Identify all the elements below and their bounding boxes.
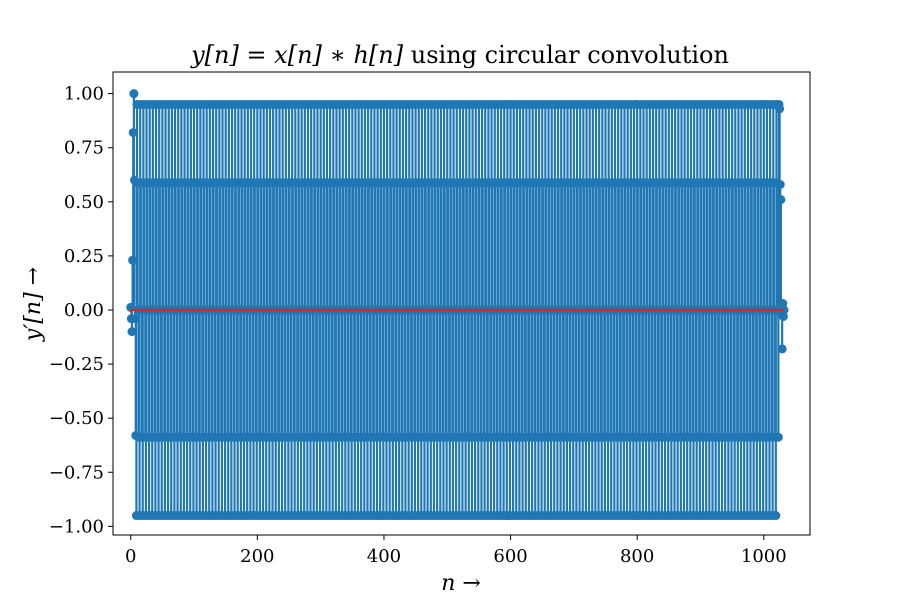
y-tick-label: 0.50	[64, 192, 104, 213]
x-tick-label: 800	[620, 546, 654, 567]
y-tick-label: −0.50	[49, 408, 104, 429]
y-axis-label: y′[n] →	[21, 267, 46, 342]
plot-frame	[112, 71, 811, 536]
stem-marker	[127, 327, 137, 337]
chart-title-math: y[n] = x[n] ∗ h[n]	[190, 41, 404, 69]
y-tick-label: −0.75	[49, 462, 104, 483]
stem-marker	[776, 195, 786, 205]
stems-layer	[129, 93, 785, 516]
x-axis-label: n →	[441, 571, 481, 596]
x-tick-label: 200	[240, 546, 274, 567]
x-tick-label: 400	[367, 546, 401, 567]
chart-title: y[n] = x[n] ∗ h[n] using circular convol…	[190, 41, 729, 69]
x-axis-ticks: 0 200 400 600 800 1000	[125, 535, 787, 567]
stem-marker	[129, 89, 139, 99]
stem-marker	[771, 511, 781, 521]
stem-marker	[128, 255, 138, 265]
x-tick-label: 0	[125, 546, 136, 567]
markers-layer	[126, 89, 789, 521]
stem-marker	[775, 180, 785, 189]
chart-title-text: using circular convolution	[403, 41, 729, 69]
stem-marker	[778, 311, 788, 321]
y-tick-label: 1.00	[64, 84, 104, 105]
y-axis-ticks: −1.00 −0.75 −0.50 −0.25 0.00 0.25 0.50 0.75 1.00	[49, 84, 113, 537]
stem-marker	[777, 344, 787, 354]
stem-marker	[128, 128, 138, 138]
stem-marker	[773, 432, 783, 442]
y-tick-label: 0.75	[64, 138, 104, 159]
stem-marker	[130, 314, 140, 324]
x-tick-label: 1000	[741, 546, 787, 567]
y-tick-label: −1.00	[49, 516, 104, 537]
y-tick-label: 0.00	[64, 300, 104, 321]
y-tick-label: 0.25	[64, 246, 104, 267]
y-tick-label: −0.25	[49, 354, 104, 375]
stem-marker	[775, 104, 785, 114]
x-tick-label: 600	[493, 546, 527, 567]
